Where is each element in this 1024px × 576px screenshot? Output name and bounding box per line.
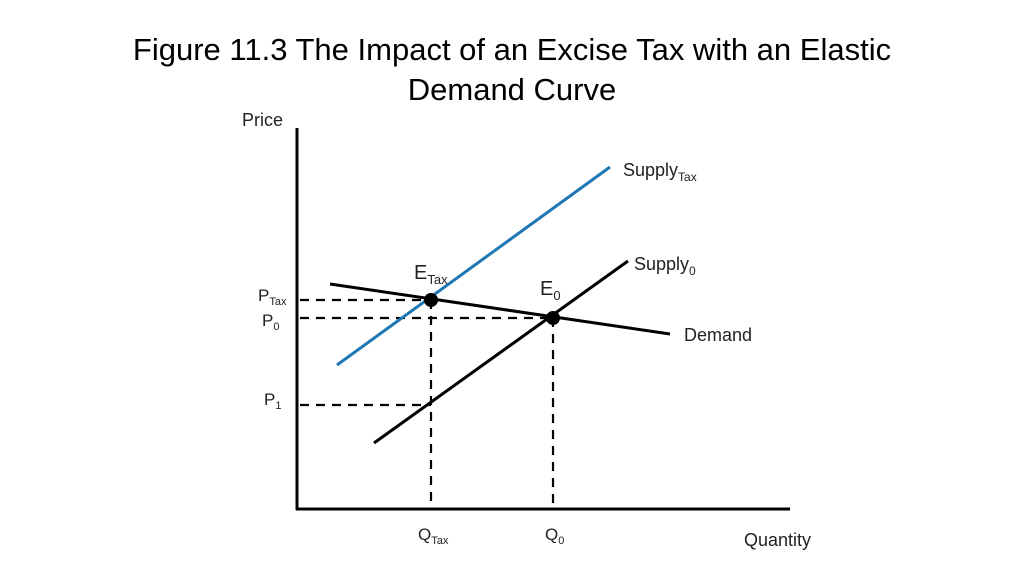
p-tax-label: PTax (258, 286, 287, 308)
p-1-label-sub: 1 (275, 400, 281, 412)
title-line-2: Demand Curve (407, 72, 617, 107)
supply-tax-label: SupplyTax (623, 160, 697, 184)
supply-tax-label-base: Supply (623, 160, 678, 180)
q-tax-label-base: Q (418, 525, 431, 544)
e-0-label: E0 (540, 278, 561, 303)
q-tax-label: QTax (418, 525, 449, 547)
q-0-label-base: Q (545, 525, 558, 544)
e-0-label-sub: 0 (553, 288, 560, 303)
e-tax-label-sub: Tax (427, 272, 448, 287)
p-0-label-sub: 0 (273, 321, 279, 333)
p-1-label-base: P (264, 390, 275, 409)
p-0-label-base: P (262, 311, 273, 330)
demand-curve (329, 282, 671, 336)
supply-0-label: Supply0 (634, 254, 696, 278)
y-axis-label: Price (242, 110, 283, 130)
demand-label: Demand (684, 325, 752, 345)
figure-title: Figure 11.3 The Impact of an Excise Tax … (0, 30, 1024, 110)
q-0-label: Q0 (545, 525, 564, 547)
e-0-label-base: E (540, 278, 553, 300)
e-tax-point (424, 293, 438, 307)
supply-0-curve (373, 259, 629, 445)
p-1-label: P1 (264, 390, 281, 412)
dashed-guides (300, 298, 555, 509)
supply-0-label-base: Supply (634, 254, 689, 274)
supply-tax-curve (336, 165, 611, 367)
q-tax-label-sub: Tax (431, 535, 449, 547)
p-tax-label-sub: Tax (269, 296, 287, 308)
p-0-label: P0 (262, 311, 279, 333)
supply-tax-label-sub: Tax (678, 170, 697, 184)
title-line-1: Figure 11.3 The Impact of an Excise Tax … (132, 32, 892, 67)
p-tax-label-base: P (258, 286, 269, 305)
q-0-label-sub: 0 (558, 535, 564, 547)
supply-0-label-sub: 0 (689, 264, 696, 278)
e-tax-label: ETax (414, 262, 448, 287)
x-axis-label: Quantity (744, 530, 811, 550)
e-tax-label-base: E (414, 262, 427, 284)
e-0-point (546, 311, 560, 325)
